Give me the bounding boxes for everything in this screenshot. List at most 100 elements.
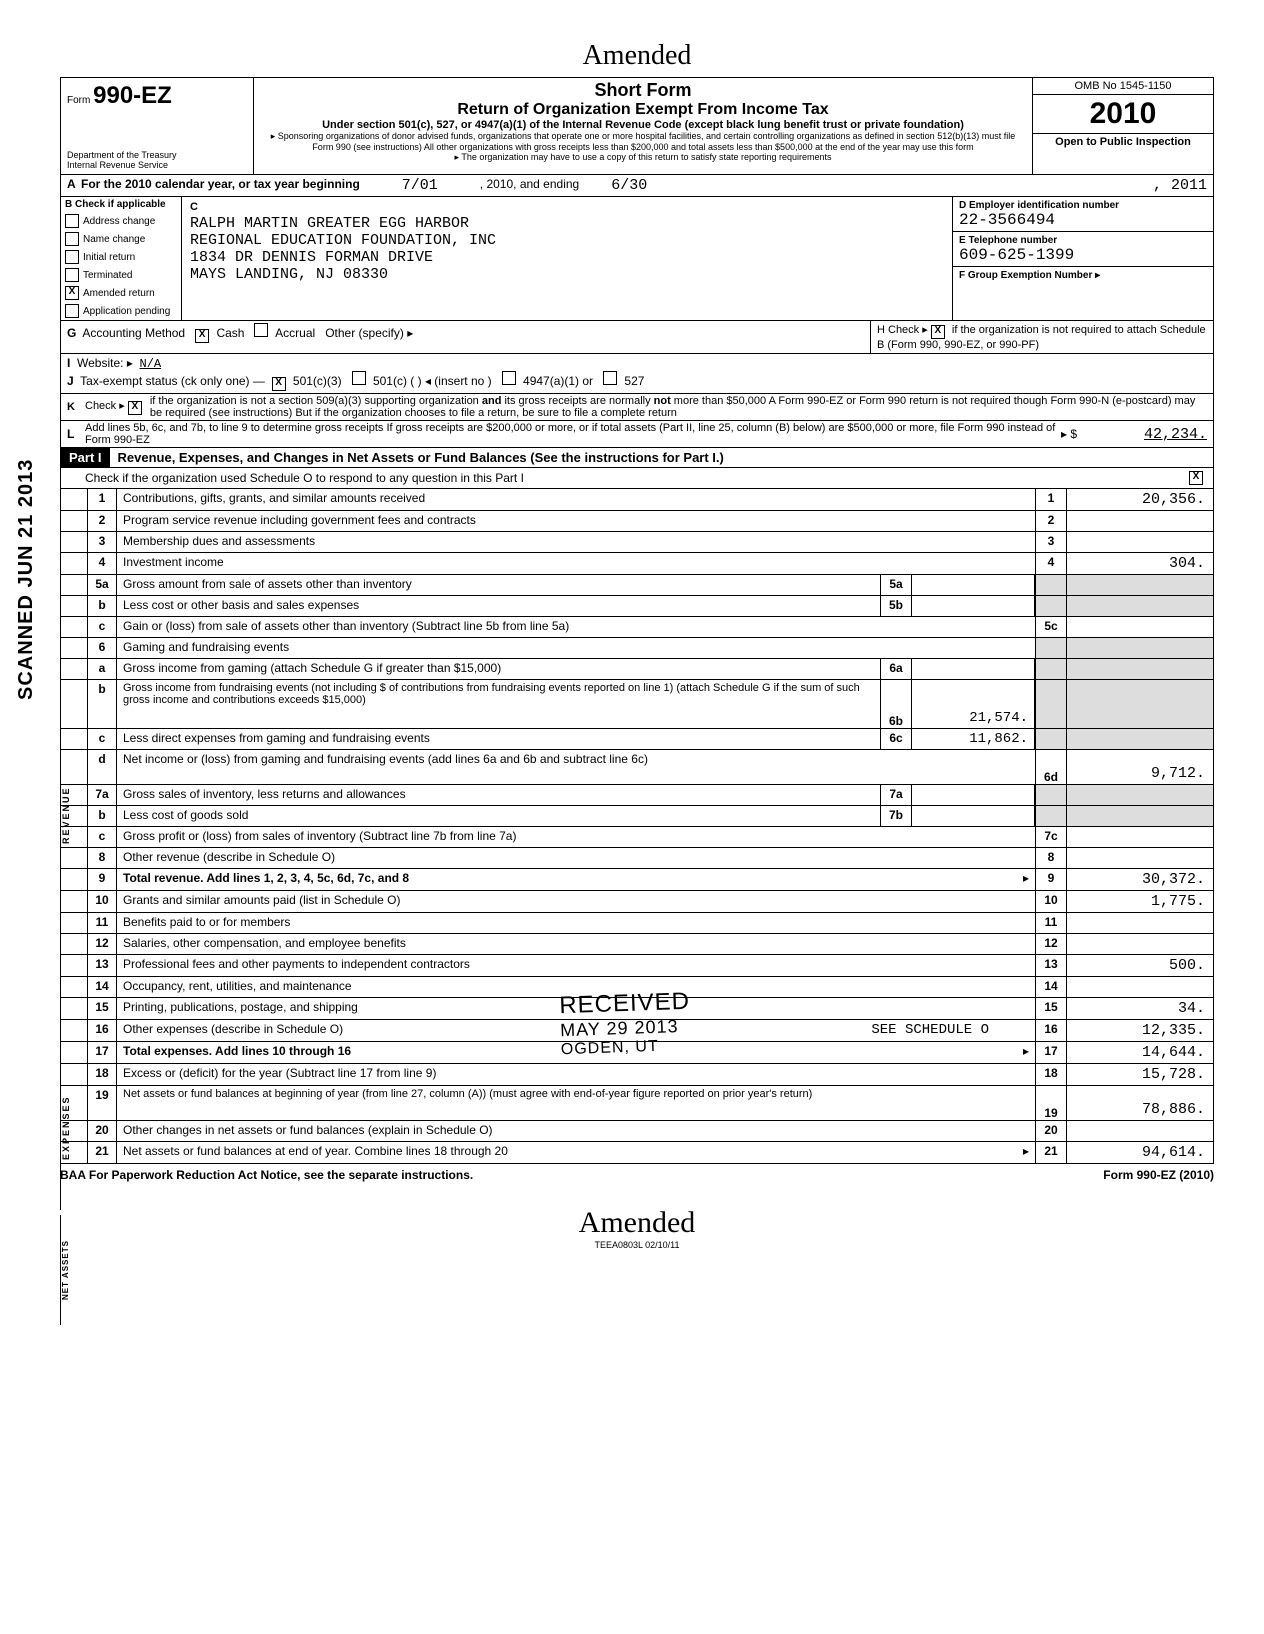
row-15-desc: Printing, publications, postage, and shi… <box>117 998 1035 1019</box>
row-13-val: 500. <box>1067 955 1213 976</box>
form-ref: Form 990-EZ (2010) <box>1103 1168 1214 1182</box>
check-terminated[interactable] <box>65 268 79 282</box>
opt-other: Other (specify) ▸ <box>325 326 413 340</box>
k-letter: K <box>67 401 85 413</box>
opt-accrual: Accrual <box>275 326 315 340</box>
opt-501c3: 501(c)(3) <box>293 374 342 388</box>
k-text: if the organization is not a section 509… <box>146 395 1207 419</box>
row-6b-desc: Gross income from fundraising events (no… <box>117 680 880 728</box>
row-6c-mid: 11,862. <box>912 729 1035 749</box>
check-4947[interactable] <box>502 371 516 385</box>
handwriting-amended-top: Amended <box>60 40 1214 72</box>
row-15-val: 34. <box>1067 998 1213 1019</box>
i-label: Website: ▸ <box>77 356 133 370</box>
org-addr-1: 1834 DR DENNIS FORMAN DRIVE <box>190 249 944 266</box>
check-name-change[interactable] <box>65 232 79 246</box>
row-7a-desc: Gross sales of inventory, less returns a… <box>117 785 880 805</box>
part-1-grid: 1 Contributions, gifts, grants, and simi… <box>60 489 1214 1164</box>
check-address-change[interactable] <box>65 214 79 228</box>
opt-cash: Cash <box>216 326 244 340</box>
line-a: A For the 2010 calendar year, or tax yea… <box>60 175 1214 197</box>
baa-notice: BAA For Paperwork Reduction Act Notice, … <box>60 1168 473 1182</box>
line-a-text: For the 2010 calendar year, or tax year … <box>81 177 360 194</box>
row-5c-desc: Gain or (loss) from sale of assets other… <box>117 617 1035 637</box>
check-initial-return[interactable] <box>65 250 79 264</box>
row-9-desc: Total revenue. Add lines 1, 2, 3, 4, 5c,… <box>123 871 409 885</box>
check-schedo[interactable]: X <box>1189 471 1203 485</box>
row-17-val: 14,644. <box>1067 1042 1213 1063</box>
identity-block: B Check if applicable Address change Nam… <box>60 197 1214 321</box>
check-accrual[interactable] <box>254 323 268 337</box>
row-19-val: 78,886. <box>1067 1086 1213 1120</box>
row-10-val: 1,775. <box>1067 891 1213 912</box>
telephone: 609-625-1399 <box>959 246 1207 264</box>
row-1-rnum: 1 <box>1035 489 1067 510</box>
line-a-mid: , 2010, and ending <box>480 177 579 194</box>
row-16-extra: SEE SCHEDULE O <box>871 1022 989 1038</box>
row-7b-desc: Less cost of goods sold <box>117 806 880 826</box>
l-letter: L <box>67 427 85 441</box>
form-fine-1: ▸ Sponsoring organizations of donor advi… <box>260 131 1026 152</box>
row-5a-desc: Gross amount from sale of assets other t… <box>117 575 880 595</box>
row-3-desc: Membership dues and assessments <box>117 532 1035 552</box>
row-14-val <box>1067 977 1213 997</box>
check-k[interactable]: X <box>128 401 142 415</box>
row-16-desc: Other expenses (describe in Schedule O) <box>123 1022 343 1036</box>
c-letter: C <box>190 201 944 213</box>
row-18-desc: Excess or (deficit) for the year (Subtra… <box>117 1064 1035 1085</box>
form-title: Return of Organization Exempt From Incom… <box>260 101 1026 119</box>
check-501c3[interactable]: X <box>272 377 286 391</box>
row-2-desc: Program service revenue including govern… <box>117 511 1035 531</box>
side-label-expenses: EXPENSES <box>60 1045 87 1210</box>
form-fine-2: ▸ The organization may have to use a cop… <box>260 152 1026 163</box>
check-pending-label: Application pending <box>83 306 170 317</box>
tax-year: 2010 <box>1033 95 1213 134</box>
h-text: H Check ▸ <box>877 324 931 336</box>
row-12-val <box>1067 934 1213 954</box>
row-5a-mid <box>912 575 1035 595</box>
row-7a-mid <box>912 785 1035 805</box>
side-label-revenue: REVENUE <box>60 610 87 1020</box>
line-a-letter: A <box>67 177 81 194</box>
row-10-desc: Grants and similar amounts paid (list in… <box>117 891 1035 912</box>
check-501c[interactable] <box>352 371 366 385</box>
gross-receipts: 42,234. <box>1077 426 1207 443</box>
row-11-desc: Benefits paid to or for members <box>117 913 1035 933</box>
row-8-desc: Other revenue (describe in Schedule O) <box>117 848 1035 868</box>
row-7b-mid <box>912 806 1035 826</box>
row-6a-desc: Gross income from gaming (attach Schedul… <box>117 659 880 679</box>
check-amended-return[interactable]: X <box>65 286 79 300</box>
form-number: 990-EZ <box>93 82 172 109</box>
check-527[interactable] <box>603 371 617 385</box>
row-6c-desc: Less direct expenses from gaming and fun… <box>117 729 880 749</box>
dept-2: Internal Revenue Service <box>67 160 247 170</box>
row-6a-mid <box>912 659 1035 679</box>
row-7c-val <box>1067 827 1213 847</box>
row-9-val: 30,372. <box>1067 869 1213 890</box>
j-letter: J <box>67 374 74 388</box>
row-18-val: 15,728. <box>1067 1064 1213 1085</box>
opt-501c: 501(c) ( ) ◂ (insert no ) <box>373 374 492 388</box>
row-5c-val <box>1067 617 1213 637</box>
row-1-num: 1 <box>88 489 117 510</box>
check-h[interactable]: X <box>931 325 945 339</box>
website-value: N/A <box>140 357 162 371</box>
row-20-val <box>1067 1121 1213 1141</box>
f-label: F Group Exemption Number ▸ <box>959 270 1100 281</box>
part-1-label: Part I <box>61 448 110 467</box>
check-cash[interactable]: X <box>195 329 209 343</box>
tax-year-begin: 7/01 <box>360 177 480 194</box>
check-amended-label: Amended return <box>83 288 155 299</box>
check-application-pending[interactable] <box>65 304 79 318</box>
row-5b-mid <box>912 596 1035 616</box>
row-21-desc: Net assets or fund balances at end of ye… <box>123 1144 508 1158</box>
omb-number: OMB No 1545-1150 <box>1033 78 1213 95</box>
dept-1: Department of the Treasury <box>67 150 247 160</box>
open-inspection: Open to Public Inspection <box>1033 134 1213 150</box>
check-name-label: Name change <box>83 234 145 245</box>
row-19-desc: Net assets or fund balances at beginning… <box>117 1086 1035 1120</box>
tax-year-end: 6/30 <box>579 177 679 194</box>
row-6d-desc: Net income or (loss) from gaming and fun… <box>117 750 1035 784</box>
row-20-desc: Other changes in net assets or fund bala… <box>117 1121 1035 1141</box>
schedo-line: Check if the organization used Schedule … <box>85 471 1189 485</box>
